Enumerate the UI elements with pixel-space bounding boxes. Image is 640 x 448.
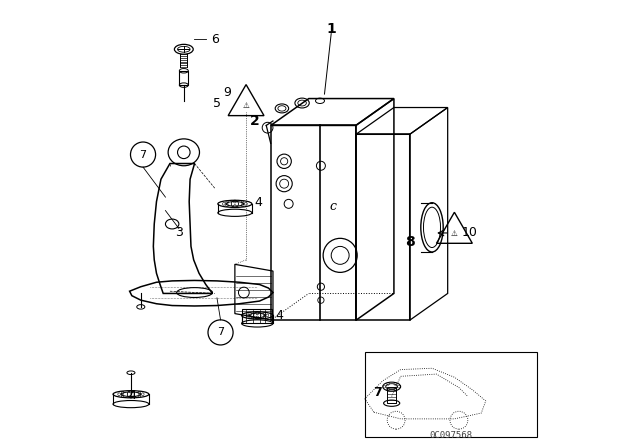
Text: 3: 3	[175, 226, 183, 240]
Text: 9: 9	[223, 86, 231, 99]
Text: 7: 7	[373, 385, 381, 399]
Bar	[387, 387, 396, 403]
Text: 4: 4	[276, 309, 284, 322]
Text: ⚠: ⚠	[243, 101, 250, 110]
Text: 5: 5	[213, 97, 221, 111]
Bar	[179, 71, 188, 85]
Text: 4: 4	[254, 196, 262, 209]
Text: 7: 7	[140, 150, 147, 159]
Text: 7: 7	[217, 327, 224, 337]
Text: c: c	[330, 199, 337, 213]
Text: 10: 10	[462, 226, 478, 240]
Text: 2: 2	[250, 114, 260, 128]
Bar	[242, 309, 272, 323]
Text: 1: 1	[326, 22, 336, 36]
Bar	[365, 352, 538, 437]
Text: 4: 4	[129, 388, 137, 402]
Bar	[356, 134, 410, 320]
Text: ⚠: ⚠	[451, 229, 458, 238]
Text: 8: 8	[404, 235, 415, 249]
Text: 0C097568: 0C097568	[429, 431, 472, 440]
Text: 6: 6	[211, 33, 219, 46]
